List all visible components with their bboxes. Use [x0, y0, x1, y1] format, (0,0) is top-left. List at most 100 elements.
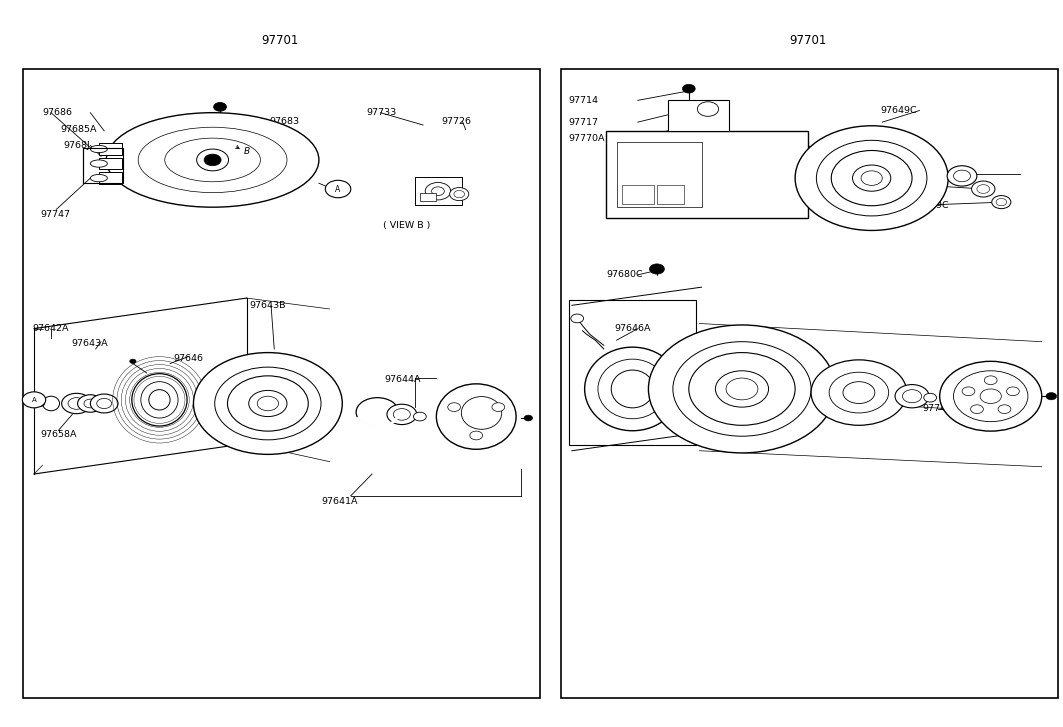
- Text: 97770A: 97770A: [569, 134, 605, 142]
- Text: 97644A: 97644A: [385, 375, 421, 384]
- Text: 97701: 97701: [789, 34, 827, 47]
- Circle shape: [795, 126, 948, 230]
- Ellipse shape: [43, 396, 60, 411]
- Circle shape: [682, 84, 695, 93]
- Text: 97686: 97686: [43, 108, 72, 117]
- Text: 97643B: 97643B: [250, 301, 286, 310]
- Circle shape: [36, 401, 45, 406]
- Circle shape: [204, 154, 221, 166]
- Circle shape: [924, 393, 937, 402]
- Bar: [561, 69, 1058, 698]
- Circle shape: [425, 182, 451, 200]
- Text: 97646: 97646: [173, 354, 203, 363]
- Circle shape: [448, 403, 460, 411]
- Text: 97714: 97714: [569, 96, 598, 105]
- Text: 97646A: 97646A: [614, 324, 651, 333]
- Text: A: A: [336, 185, 340, 193]
- Text: 97733: 97733: [367, 108, 396, 117]
- Circle shape: [249, 390, 287, 417]
- Circle shape: [992, 196, 1011, 209]
- Circle shape: [227, 376, 308, 431]
- Ellipse shape: [90, 145, 107, 153]
- Text: 97716B: 97716B: [910, 181, 946, 190]
- Bar: [99, 143, 122, 155]
- Text: 97726: 97726: [441, 117, 471, 126]
- Bar: [622, 185, 654, 204]
- Text: ( VIEW B ): ( VIEW B ): [383, 221, 431, 230]
- Text: 97649C: 97649C: [880, 106, 916, 115]
- Bar: [668, 100, 729, 131]
- Circle shape: [853, 165, 891, 191]
- Bar: [99, 172, 122, 184]
- Bar: [617, 142, 702, 207]
- Circle shape: [130, 359, 136, 364]
- Text: 97680: 97680: [207, 117, 237, 126]
- Text: 97642A: 97642A: [32, 324, 68, 333]
- Circle shape: [78, 395, 103, 412]
- Circle shape: [1046, 393, 1057, 400]
- Circle shape: [689, 353, 795, 425]
- Circle shape: [998, 405, 1011, 414]
- Circle shape: [962, 387, 975, 395]
- Circle shape: [648, 325, 836, 453]
- Circle shape: [649, 264, 664, 274]
- Circle shape: [470, 431, 483, 440]
- Circle shape: [325, 180, 351, 198]
- Circle shape: [492, 403, 505, 411]
- Ellipse shape: [149, 390, 170, 410]
- Text: 97658A: 97658A: [40, 430, 77, 439]
- Ellipse shape: [90, 160, 107, 167]
- Bar: [420, 193, 436, 201]
- Bar: [569, 300, 696, 445]
- Circle shape: [697, 102, 719, 116]
- Circle shape: [972, 181, 995, 197]
- Ellipse shape: [611, 370, 654, 408]
- Circle shape: [571, 314, 584, 323]
- Bar: [415, 177, 462, 205]
- Text: 9768J: 9768J: [64, 141, 90, 150]
- Bar: [657, 185, 684, 204]
- Bar: [83, 148, 123, 183]
- Text: 97644C: 97644C: [840, 399, 876, 408]
- Circle shape: [831, 150, 912, 206]
- Circle shape: [197, 149, 229, 171]
- Bar: [606, 131, 808, 218]
- Text: 97707C: 97707C: [901, 163, 938, 172]
- Text: 97680C: 97680C: [606, 270, 642, 279]
- Circle shape: [947, 166, 977, 186]
- Ellipse shape: [132, 374, 187, 426]
- Circle shape: [940, 361, 1042, 431]
- Circle shape: [193, 353, 342, 454]
- Text: 97643E: 97643E: [693, 341, 729, 350]
- Ellipse shape: [585, 347, 680, 430]
- Ellipse shape: [90, 174, 107, 182]
- Bar: [99, 158, 122, 169]
- Circle shape: [22, 392, 46, 408]
- Circle shape: [450, 188, 469, 201]
- Text: 97701: 97701: [260, 34, 299, 47]
- Circle shape: [895, 385, 929, 408]
- Circle shape: [62, 393, 91, 414]
- Circle shape: [811, 360, 907, 425]
- Text: 97764EC: 97764EC: [799, 386, 842, 395]
- Text: 97709C: 97709C: [912, 201, 948, 209]
- Text: 97643A: 97643A: [71, 339, 107, 348]
- Text: 97743A: 97743A: [923, 404, 959, 413]
- Circle shape: [715, 371, 769, 407]
- Text: 97770A: 97770A: [787, 145, 823, 153]
- Text: 97747: 97747: [40, 210, 70, 219]
- Text: A: A: [32, 397, 36, 403]
- Text: 97711B: 97711B: [795, 366, 831, 375]
- Text: 97683: 97683: [269, 117, 299, 126]
- Circle shape: [90, 394, 118, 413]
- Circle shape: [524, 415, 533, 421]
- Bar: [23, 69, 540, 698]
- Circle shape: [387, 404, 417, 425]
- Circle shape: [214, 103, 226, 111]
- Circle shape: [984, 376, 997, 385]
- Ellipse shape: [106, 113, 319, 207]
- Text: 97685A: 97685A: [61, 125, 97, 134]
- Circle shape: [843, 382, 875, 403]
- Text: 97641A: 97641A: [321, 497, 357, 506]
- Circle shape: [971, 405, 983, 414]
